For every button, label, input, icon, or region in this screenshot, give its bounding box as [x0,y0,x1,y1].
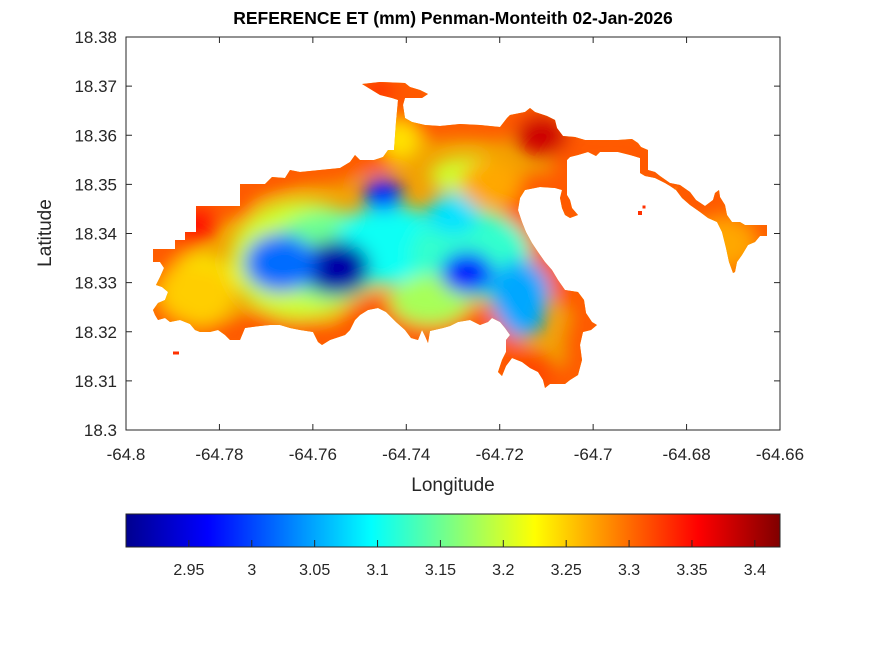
y-tick-label: 18.3 [84,421,117,440]
colorbar-tick-label: 3.4 [744,562,766,579]
field-point [460,160,521,209]
colorbar-tick-label: 3.05 [299,562,330,579]
x-tick-label: -64.72 [476,445,524,464]
y-tick-label: 18.34 [74,225,117,244]
field-point [302,240,371,296]
islet [173,351,179,355]
colorbar-tick-label: 3.15 [425,562,456,579]
x-tick-label: -64.8 [107,445,146,464]
y-tick-label: 18.35 [74,175,117,194]
field-point [441,251,494,294]
y-tick-label: 18.31 [74,372,117,391]
colorbar-tick-label: 3.2 [492,562,514,579]
colorbar-gradient [125,513,781,548]
colorbar-tick-label: 3 [247,562,256,579]
islet [674,186,678,190]
x-tick-label: -64.74 [382,445,430,464]
field-point [244,234,317,292]
y-tick-label: 18.38 [74,28,117,47]
colorbar: 2.95 3 3.05 3.1 3.15 3.2 3.25 3.3 3.35 3.4 [125,513,781,579]
x-tick-label: -64.76 [289,445,337,464]
colorbar-tick-label: 3.3 [618,562,640,579]
field-point [515,114,568,157]
y-tick-label: 18.32 [74,323,117,342]
colorbar-tick-label: 3.35 [676,562,707,579]
x-tick-label: -64.7 [574,445,613,464]
x-axis-label: Longitude [411,475,494,496]
chart-title: REFERENCE ET (mm) Penman-Monteith 02-Jan… [233,8,673,28]
x-tick-label: -64.78 [195,445,243,464]
y-tick-label: 18.37 [74,77,117,96]
field-point [362,178,403,211]
field-point [503,305,544,338]
y-tick-label: 18.33 [74,274,117,293]
y-tick-label: 18.36 [74,126,117,145]
field-point [427,193,479,235]
y-axis-label: Latitude [35,199,56,267]
islet [642,205,646,209]
colorbar-tick-label: 3.25 [551,562,582,579]
field-point [158,262,235,323]
x-tick-label: -64.66 [756,445,804,464]
colorbar-tick-label: 3.1 [366,562,388,579]
islet [638,211,642,215]
colorbar-tick-label: 2.95 [173,562,204,579]
x-tick-label: -64.68 [662,445,710,464]
